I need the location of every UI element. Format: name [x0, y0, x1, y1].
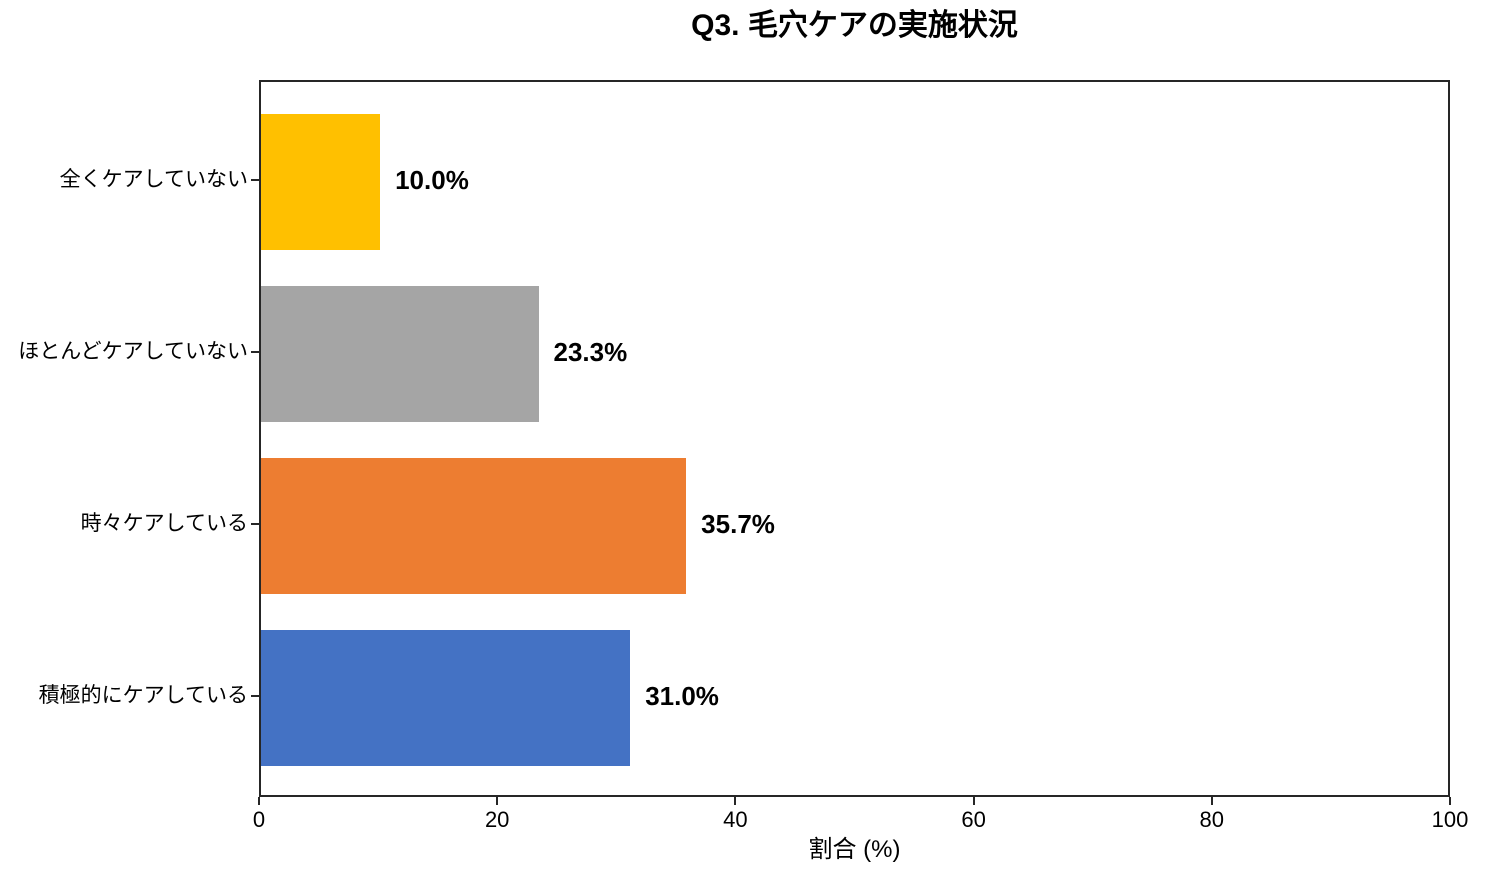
- y-tick-mark: [251, 523, 259, 525]
- plot-area: [259, 80, 1450, 797]
- x-tick-mark: [1449, 797, 1451, 805]
- bar-value-label: 10.0%: [395, 165, 469, 195]
- bar-value-label: 31.0%: [645, 681, 719, 711]
- bar-2: [261, 286, 539, 422]
- x-tick-mark: [972, 797, 975, 805]
- x-tick-label: 100: [1431, 807, 1469, 832]
- bar-1: [261, 114, 381, 250]
- x-tick-label: 60: [961, 807, 986, 832]
- x-tick-label: 0: [252, 807, 266, 832]
- x-tick-label: 20: [484, 807, 510, 832]
- x-tick-label: 80: [1199, 807, 1225, 832]
- x-tick-label: 40: [723, 807, 748, 832]
- y-tick-label: 全くケアしていない: [59, 168, 248, 191]
- x-tick-mark: [1210, 797, 1213, 805]
- y-tick-label: ほとんどケアしていない: [18, 340, 248, 363]
- y-tick-mark: [251, 179, 259, 181]
- bar-3: [261, 458, 687, 594]
- x-axis-title: 割合 (%): [808, 836, 901, 863]
- chart-title: Q3. 毛穴ケアの実施状況: [691, 9, 1018, 42]
- y-tick-mark: [251, 351, 259, 353]
- y-tick-mark: [251, 695, 259, 697]
- bar-value-label: 35.7%: [701, 509, 775, 539]
- y-tick-label: 時々ケアしている: [80, 512, 248, 535]
- bar-value-label: 23.3%: [553, 337, 628, 367]
- x-tick-mark: [258, 797, 260, 805]
- x-tick-mark: [496, 797, 499, 805]
- y-tick-label: 積極的にケアしている: [38, 684, 248, 707]
- bar-4: [261, 630, 631, 766]
- x-tick-mark: [734, 797, 737, 805]
